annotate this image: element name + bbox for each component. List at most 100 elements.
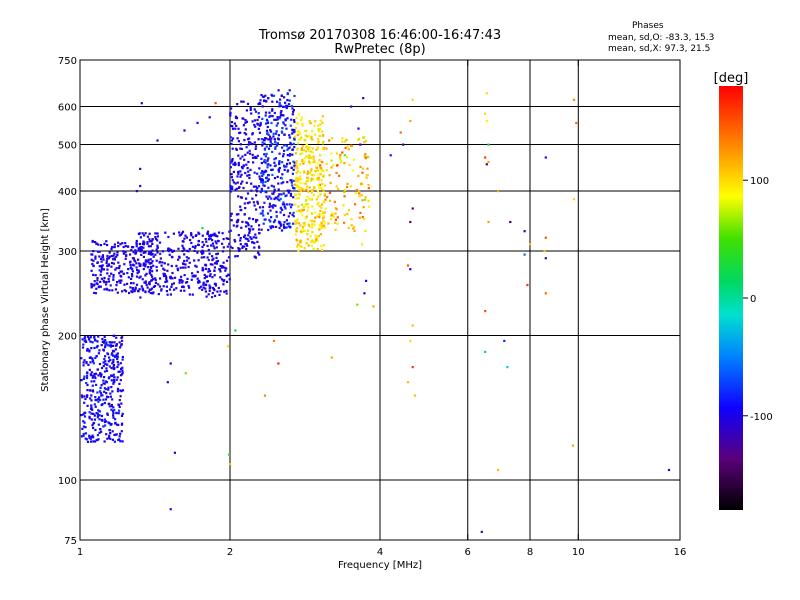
data-point (142, 246, 145, 249)
data-point (291, 203, 294, 206)
data-point (101, 338, 104, 341)
data-point (278, 117, 281, 120)
data-point (128, 291, 131, 295)
data-point (293, 120, 296, 124)
data-point (295, 197, 298, 200)
data-point (230, 212, 233, 215)
data-point (84, 437, 87, 440)
data-point (297, 193, 300, 196)
chart-title: Tromsø 20170308 16:46:00-16:47:43 (258, 28, 502, 43)
data-point (273, 190, 276, 193)
data-point (267, 186, 270, 189)
data-point (256, 172, 259, 175)
data-point (295, 219, 298, 222)
data-point (219, 270, 222, 273)
data-point (213, 274, 216, 277)
data-point (193, 259, 196, 262)
data-point (225, 259, 229, 262)
data-point (221, 250, 225, 253)
data-point (148, 268, 151, 272)
data-point (98, 265, 101, 268)
data-point (151, 249, 154, 252)
data-point (339, 158, 342, 161)
data-point (205, 275, 208, 278)
data-point (273, 161, 276, 164)
data-point (297, 197, 300, 200)
data-point (307, 157, 310, 160)
data-point (171, 283, 174, 286)
data-point (283, 168, 286, 171)
data-point (131, 287, 134, 290)
data-point (343, 191, 346, 194)
data-point (306, 135, 309, 138)
data-point (114, 433, 117, 436)
data-point (184, 372, 187, 375)
data-point (148, 238, 151, 241)
data-point (172, 232, 175, 235)
data-point (312, 247, 315, 250)
data-point (298, 209, 301, 212)
data-point (229, 184, 232, 187)
data-point (206, 230, 210, 233)
data-point (316, 247, 319, 251)
data-point (336, 216, 339, 219)
data-point (110, 379, 113, 382)
data-point (324, 184, 327, 187)
data-point (257, 245, 261, 248)
data-point (103, 242, 106, 245)
data-point (293, 94, 296, 98)
data-point (295, 160, 298, 163)
data-point (170, 264, 173, 268)
data-point (92, 250, 95, 253)
data-point (274, 164, 277, 167)
data-point (106, 413, 109, 416)
data-point (311, 156, 314, 159)
data-point (342, 204, 345, 207)
data-point (181, 249, 184, 253)
data-point (281, 127, 284, 130)
data-point (256, 240, 259, 243)
data-point (231, 159, 234, 162)
data-point (264, 155, 267, 158)
data-point (276, 142, 279, 145)
data-point (278, 226, 281, 230)
data-point (116, 387, 120, 390)
data-point (143, 281, 146, 284)
data-point (99, 428, 102, 431)
data-point (208, 289, 211, 292)
data-point (233, 161, 236, 164)
data-point (165, 276, 168, 279)
data-point (208, 116, 211, 119)
data-point (334, 221, 337, 224)
data-point (297, 185, 301, 189)
data-point (291, 129, 294, 132)
data-point (215, 246, 218, 249)
data-point (247, 170, 250, 173)
data-point (84, 426, 87, 429)
data-point (306, 209, 309, 212)
data-point (229, 229, 232, 232)
data-point (275, 132, 278, 135)
data-point (89, 336, 92, 339)
data-point (216, 235, 219, 238)
data-point (487, 143, 490, 146)
data-point (234, 329, 237, 332)
data-point (409, 220, 412, 224)
data-point (116, 390, 119, 393)
data-point (286, 181, 289, 184)
data-point (296, 245, 299, 248)
data-point (147, 266, 150, 269)
data-point (307, 190, 310, 193)
data-point (301, 188, 304, 191)
data-point (113, 376, 116, 379)
data-point (294, 183, 297, 186)
data-point (128, 261, 132, 264)
data-point (251, 133, 254, 136)
data-point (112, 373, 115, 376)
data-point (232, 163, 235, 166)
data-point (269, 141, 272, 144)
data-point (194, 234, 197, 237)
data-point (115, 423, 119, 426)
data-point (91, 253, 94, 256)
data-point (112, 360, 115, 363)
